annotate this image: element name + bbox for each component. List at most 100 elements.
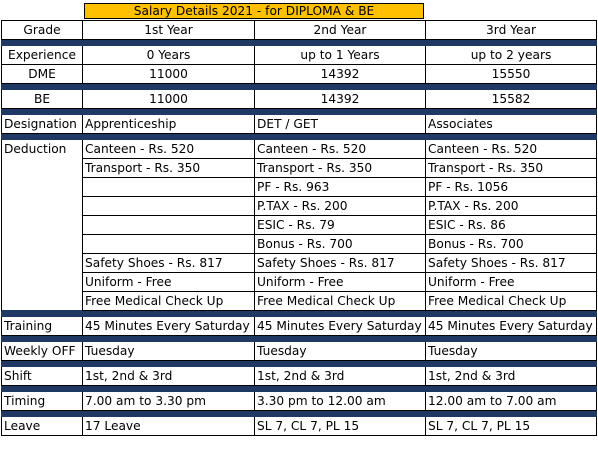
cell: DET / GET [254,114,426,134]
cell: 11000 [82,89,255,109]
cell: 0 Years [82,45,255,65]
cell: 45 Minutes Every Saturday [254,316,426,336]
cell [82,234,255,254]
cell: Bonus - Rs. 700 [425,234,597,254]
deduction-row: Uniform - Free Uniform - Free Uniform - … [1,272,597,292]
timing-row: Timing 7.00 am to 3.30 pm 3.30 pm to 12.… [1,391,597,411]
deduction-row: Transport - Rs. 350 Transport - Rs. 350 … [1,158,597,178]
deduction-row: Deduction Canteen - Rs. 520 Canteen - Rs… [1,139,597,159]
row-label: Experience [1,45,83,65]
empty-cell [1,196,83,216]
cell: Tuesday [425,341,597,361]
cell: Bonus - Rs. 700 [254,234,426,254]
designation-row: Designation Apprenticeship DET / GET Ass… [1,114,597,134]
cell: 7.00 am to 3.30 pm [82,391,255,411]
cell: Free Medical Check Up [425,291,597,311]
deduction-row: PF - Rs. 963 PF - Rs. 1056 [1,177,597,197]
cell: up to 2 years [425,45,597,65]
cell: Tuesday [82,341,255,361]
deduction-row: ESIC - Rs. 79 ESIC - Rs. 86 [1,215,597,235]
empty-cell [1,234,83,254]
row-label: Designation [1,114,83,134]
cell: 1st, 2nd & 3rd [425,366,597,386]
cell: 3.30 pm to 12.00 am [254,391,426,411]
training-row: Training 45 Minutes Every Saturday 45 Mi… [1,316,597,336]
cell: 12.00 am to 7.00 am [425,391,597,411]
empty-cell [1,253,83,273]
leave-row: Leave 17 Leave SL 7, CL 7, PL 15 SL 7, C… [1,416,597,436]
deduction-row: P.TAX - Rs. 200 P.TAX - Rs. 200 [1,196,597,216]
deduction-row: Free Medical Check Up Free Medical Check… [1,291,597,311]
cell: 14392 [254,89,426,109]
deduction-row: Bonus - Rs. 700 Bonus - Rs. 700 [1,234,597,254]
cell: ESIC - Rs. 86 [425,215,597,235]
cell: P.TAX - Rs. 200 [254,196,426,216]
cell: up to 1 Years [254,45,426,65]
cell: 45 Minutes Every Saturday [425,316,597,336]
year1-header: 1st Year [82,20,255,40]
cell: SL 7, CL 7, PL 15 [254,416,426,436]
cell: Safety Shoes - Rs. 817 [254,253,426,273]
empty-cell [1,158,83,178]
shift-row: Shift 1st, 2nd & 3rd 1st, 2nd & 3rd 1st,… [1,366,597,386]
cell: 1st, 2nd & 3rd [254,366,426,386]
empty-cell [1,272,83,292]
cell: 17 Leave [82,416,255,436]
weekly-off-row: Weekly OFF Tuesday Tuesday Tuesday [1,341,597,361]
cell: Transport - Rs. 350 [425,158,597,178]
separator-row [1,360,597,367]
header-row: Grade 1st Year 2nd Year 3rd Year [1,20,597,40]
cell: Safety Shoes - Rs. 817 [425,253,597,273]
row-label: BE [1,89,83,109]
cell: 14392 [254,64,426,84]
cell: Free Medical Check Up [82,291,255,311]
cell: 45 Minutes Every Saturday [82,316,255,336]
cell: SL 7, CL 7, PL 15 [425,416,597,436]
experience-row: Experience 0 Years up to 1 Years up to 2… [1,45,597,65]
cell [82,196,255,216]
sheet-title: Salary Details 2021 - for DIPLOMA & BE [84,3,424,19]
cell: Canteen - Rs. 520 [82,139,255,159]
cell: PF - Rs. 1056 [425,177,597,197]
cell: 11000 [82,64,255,84]
row-label: Timing [1,391,83,411]
cell: Canteen - Rs. 520 [425,139,597,159]
cell: Transport - Rs. 350 [254,158,426,178]
row-label: Deduction [1,139,83,159]
year2-header: 2nd Year [254,20,426,40]
cell: Uniform - Free [425,272,597,292]
cell: Free Medical Check Up [254,291,426,311]
grade-header: Grade [1,20,83,40]
separator-row [1,133,597,140]
year3-header: 3rd Year [425,20,597,40]
cell: Uniform - Free [254,272,426,292]
cell [82,215,255,235]
row-label: Weekly OFF [1,341,83,361]
dme-row: DME 11000 14392 15550 [1,64,597,84]
empty-cell [1,291,83,311]
cell: 1st, 2nd & 3rd [82,366,255,386]
cell: Tuesday [254,341,426,361]
cell: 15550 [425,64,597,84]
cell: Uniform - Free [82,272,255,292]
cell: Transport - Rs. 350 [82,158,255,178]
cell: Canteen - Rs. 520 [254,139,426,159]
deduction-row: Safety Shoes - Rs. 817 Safety Shoes - Rs… [1,253,597,273]
cell: 15582 [425,89,597,109]
salary-table: Grade 1st Year 2nd Year 3rd Year Experie… [1,20,597,436]
cell: Associates [425,114,597,134]
empty-cell [1,177,83,197]
cell: ESIC - Rs. 79 [254,215,426,235]
empty-cell [1,215,83,235]
row-label: Shift [1,366,83,386]
cell: Safety Shoes - Rs. 817 [82,253,255,273]
row-label: Training [1,316,83,336]
cell [82,177,255,197]
cell: PF - Rs. 963 [254,177,426,197]
row-label: DME [1,64,83,84]
cell: P.TAX - Rs. 200 [425,196,597,216]
cell: Apprenticeship [82,114,255,134]
be-row: BE 11000 14392 15582 [1,89,597,109]
row-label: Leave [1,416,83,436]
